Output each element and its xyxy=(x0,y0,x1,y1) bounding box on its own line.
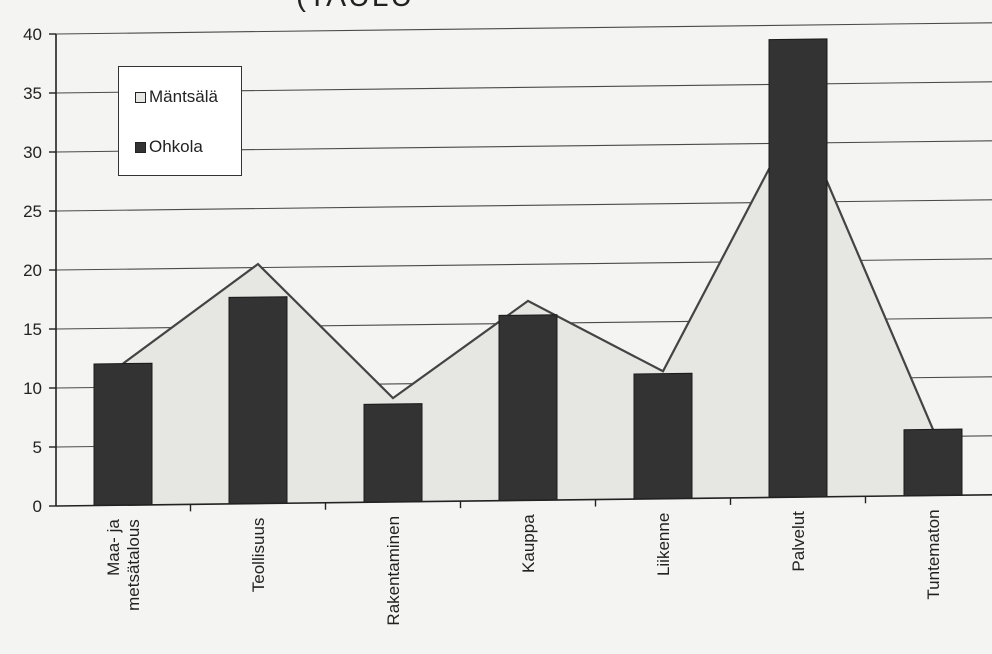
x-category-label: Kauppa xyxy=(519,514,538,573)
area-mantsala xyxy=(123,113,933,506)
y-tick-label: 5 xyxy=(33,438,42,457)
bar-ohkola xyxy=(633,372,693,500)
bar-ohkola xyxy=(363,403,423,503)
y-tick-label: 20 xyxy=(23,261,42,280)
gridline xyxy=(55,22,992,35)
chart-legend: Mäntsälä Ohkola xyxy=(118,66,242,176)
y-tick-label: 40 xyxy=(23,25,42,44)
x-category-label: Liikenne xyxy=(654,513,673,576)
y-tick-label: 30 xyxy=(23,143,42,162)
x-category-label: Teollisuus xyxy=(249,518,268,593)
y-tick-label: 10 xyxy=(23,379,42,398)
y-tick-label: 25 xyxy=(23,202,42,221)
bar-ohkola xyxy=(768,38,828,498)
x-category-label: Tuntematon xyxy=(924,509,943,599)
bar-ohkola xyxy=(498,314,558,502)
y-tick-label: 35 xyxy=(23,84,42,103)
legend-swatch-ohkola xyxy=(135,141,146,153)
bar-ohkola xyxy=(228,296,288,505)
y-tick-label: 0 xyxy=(33,497,42,516)
bar-ohkola xyxy=(903,428,963,497)
x-category-label: Rakentaminen xyxy=(384,516,403,626)
legend-label-mantsala: Mäntsälä xyxy=(149,87,218,106)
bar-ohkola xyxy=(93,362,153,507)
chart-title-fragment: (TAULU xyxy=(296,0,414,14)
x-category-label: Maa- jametsätalous xyxy=(104,519,143,611)
legend-item-mantsala: Mäntsälä xyxy=(135,87,218,107)
legend-label-ohkola: Ohkola xyxy=(149,137,203,156)
y-tick-label: 15 xyxy=(23,320,42,339)
legend-item-ohkola: Ohkola xyxy=(135,137,203,157)
x-axis xyxy=(55,493,992,507)
gridline xyxy=(55,199,992,212)
x-category-label: Palvelut xyxy=(789,511,808,572)
legend-swatch-mantsala xyxy=(135,91,146,103)
